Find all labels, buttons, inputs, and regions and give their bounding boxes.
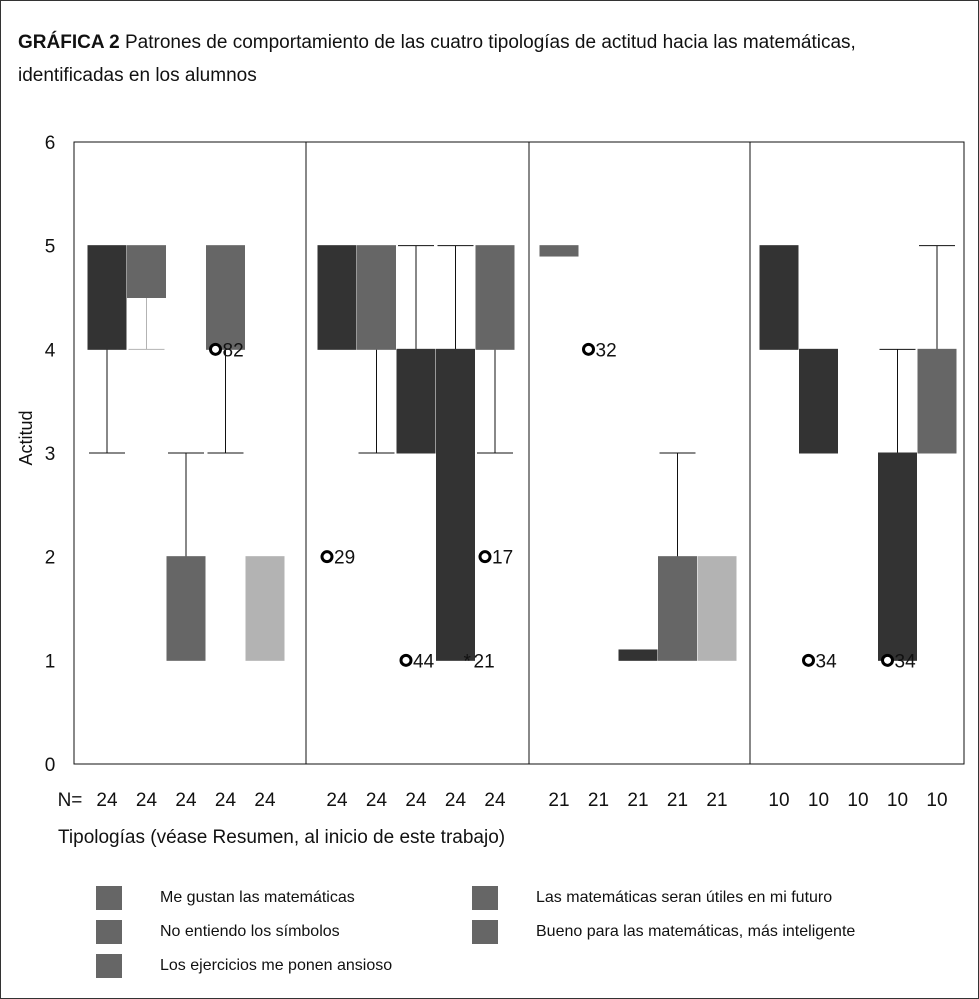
y-tick-label: 2	[45, 548, 56, 569]
box	[206, 245, 245, 350]
outlier-marker	[320, 550, 334, 564]
box	[917, 348, 957, 454]
n-count-label: 10	[887, 790, 908, 811]
y-tick-label: 3	[45, 444, 56, 465]
n-count-label: 21	[667, 790, 688, 811]
box	[618, 649, 658, 661]
box	[87, 245, 127, 350]
outlier-label: 34	[895, 651, 917, 672]
outlier-marker	[582, 342, 595, 356]
figure-title: GRÁFICA 2 Patrones de comportamiento de …	[18, 26, 963, 92]
box	[317, 245, 357, 350]
n-count-label: 24	[484, 790, 506, 811]
outlier-label: 32	[596, 340, 617, 361]
n-count-label: 24	[445, 790, 467, 811]
y-tick-label: 6	[45, 133, 56, 154]
n-count-label: 10	[926, 790, 947, 811]
outlier-marker	[399, 653, 413, 667]
n-count-label: 21	[548, 790, 569, 811]
box	[396, 348, 436, 454]
box	[166, 556, 206, 661]
n-count-label: 10	[808, 790, 829, 811]
outlier-label: 34	[816, 651, 838, 672]
box	[127, 245, 166, 299]
n-count-label: 24	[136, 790, 158, 811]
y-axis-label: Actitud	[16, 410, 36, 465]
outlier-marker	[478, 550, 492, 564]
extreme-marker: *	[464, 651, 472, 672]
box	[658, 556, 697, 661]
outlier-marker	[209, 342, 222, 356]
n-count-label: 24	[215, 790, 237, 811]
y-tick-label: 1	[45, 651, 56, 672]
y-tick-label: 5	[45, 237, 56, 258]
box	[357, 245, 396, 350]
n-count-label: 24	[96, 790, 118, 811]
n-count-label: 24	[175, 790, 197, 811]
outlier-label: 29	[334, 548, 355, 569]
box	[436, 348, 475, 661]
outlier-label: 17	[492, 548, 513, 569]
n-count-label: 24	[366, 790, 388, 811]
outlier-marker	[802, 653, 815, 667]
n-count-label: 24	[254, 790, 276, 811]
box	[799, 348, 838, 454]
outlier-marker	[881, 653, 894, 667]
outlier-label: 44	[413, 651, 435, 672]
n-count-label: 24	[326, 790, 348, 811]
plot-area	[73, 141, 965, 765]
n-count-label: 21	[588, 790, 609, 811]
n-count-label: 21	[706, 790, 727, 811]
outlier-label: 82	[223, 340, 244, 361]
n-count-label: 10	[768, 790, 789, 811]
x-axis-label: Tipologías (véase Resumen, al inicio de …	[58, 827, 505, 848]
n-prefix: N=	[58, 790, 83, 811]
figure-caption: Patrones de comportamiento de las cuatro…	[18, 32, 856, 86]
n-count-label: 24	[405, 790, 427, 811]
y-tick-label: 4	[45, 340, 56, 361]
box	[245, 556, 285, 661]
box	[539, 245, 579, 257]
outlier-label: 21	[474, 651, 495, 672]
n-count-label: 21	[627, 790, 648, 811]
figure-label: GRÁFICA 2	[18, 32, 120, 53]
box	[759, 245, 799, 350]
box	[475, 245, 515, 350]
y-tick-label: 0	[45, 755, 56, 776]
box	[697, 556, 737, 661]
box	[878, 452, 917, 661]
n-count-label: 10	[847, 790, 868, 811]
